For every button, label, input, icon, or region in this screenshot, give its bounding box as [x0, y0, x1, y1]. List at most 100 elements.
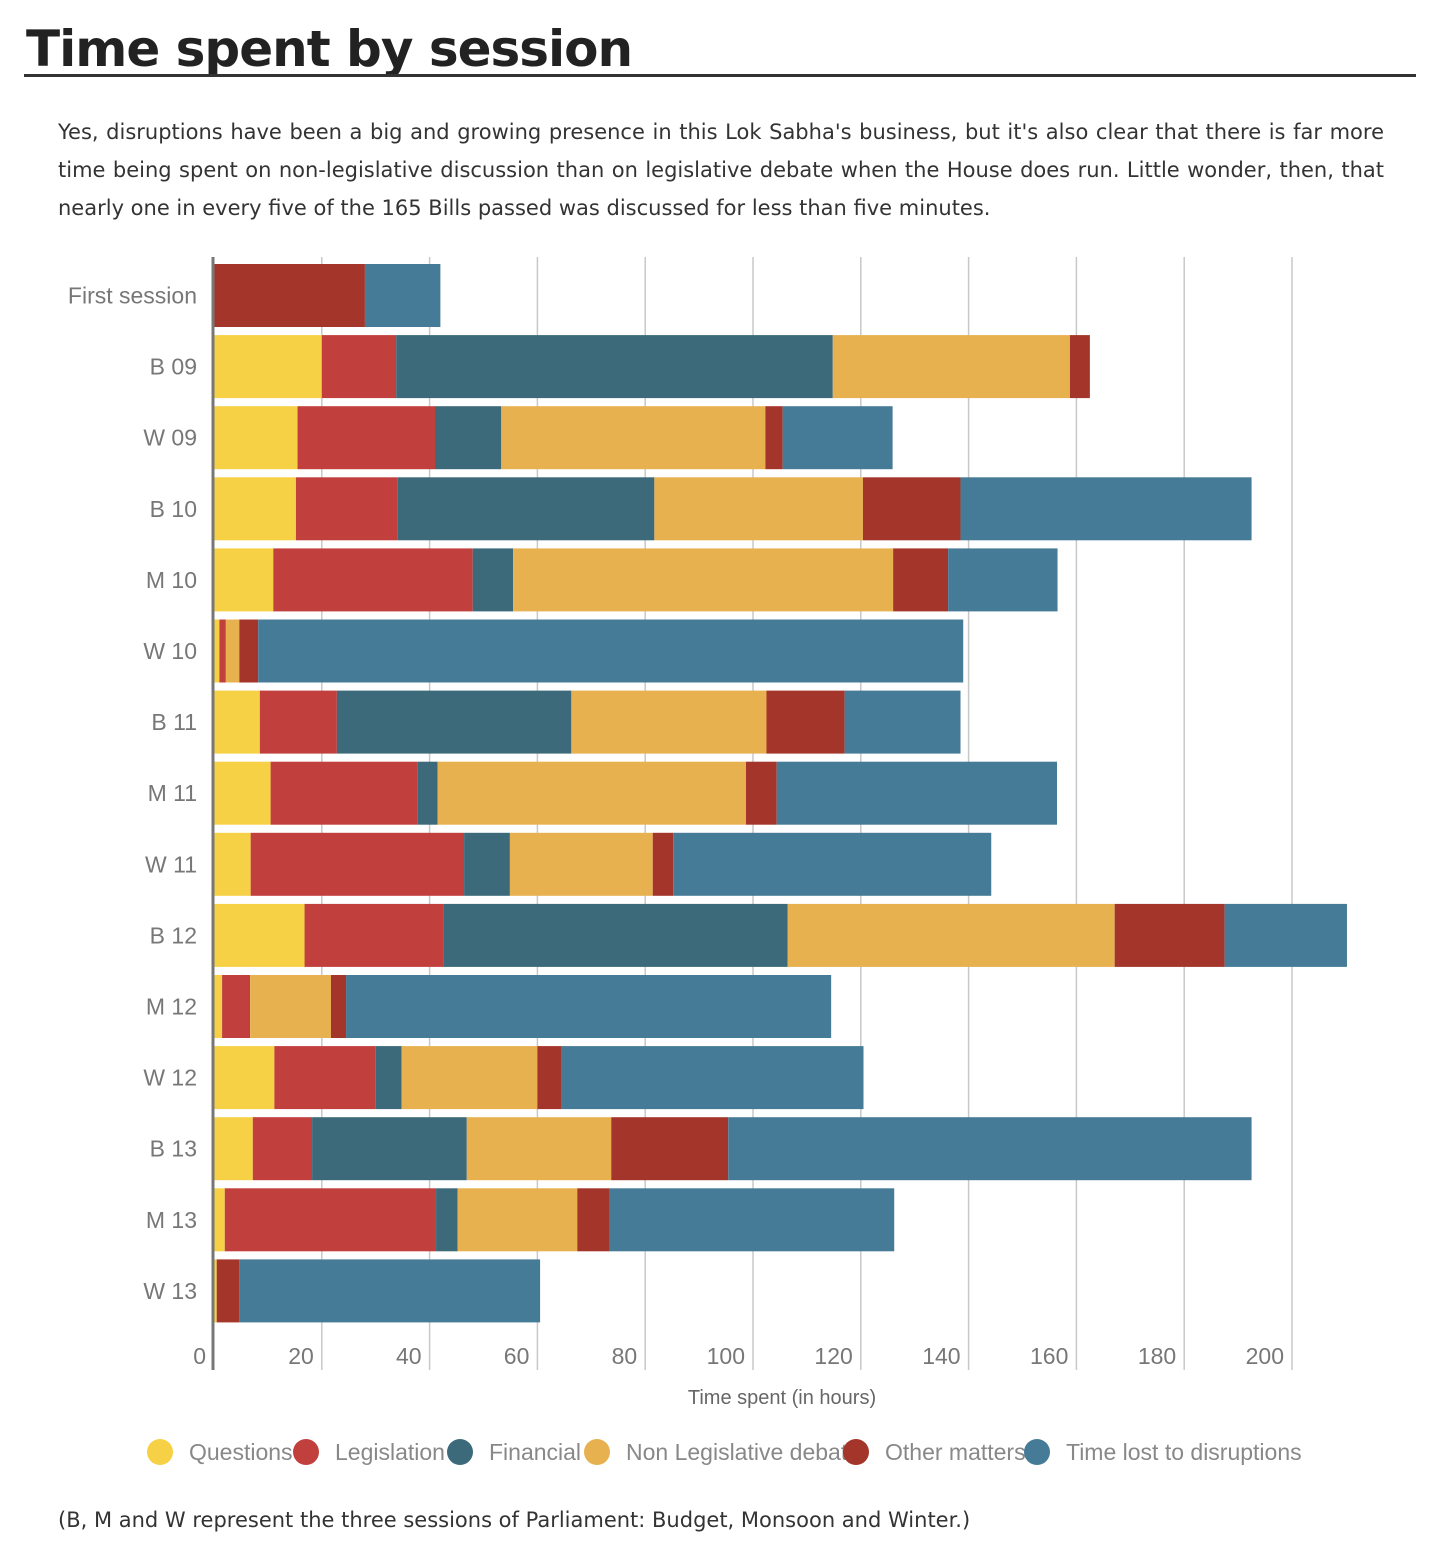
bar-segment	[571, 690, 767, 754]
bar-segment	[214, 1046, 275, 1110]
title-rule	[24, 74, 1416, 77]
bar-segment	[960, 477, 1252, 541]
bar-segment	[1069, 335, 1090, 399]
bar-segment	[501, 406, 766, 470]
x-tick-label: 160	[1030, 1343, 1068, 1369]
bar-segment	[224, 1188, 437, 1252]
bar-segment	[443, 903, 788, 967]
bar-segment	[844, 690, 961, 754]
bar-segment	[832, 335, 1070, 399]
legend-item[interactable]: Time lost to disruptions	[1024, 1439, 1302, 1465]
chart-title: Time spent by session	[26, 20, 633, 78]
x-tick-label: 180	[1138, 1343, 1176, 1369]
legend-item[interactable]: Other matters	[843, 1439, 1026, 1465]
bar-segment	[948, 548, 1058, 612]
y-category-label: B 10	[150, 496, 197, 522]
y-category-label: B 11	[151, 709, 197, 735]
bar-segment	[466, 1117, 612, 1181]
x-tick-label: 100	[707, 1343, 745, 1369]
bar-segment	[214, 619, 220, 683]
legend-label: Other matters	[885, 1439, 1026, 1465]
y-category-label: W 12	[143, 1065, 197, 1091]
bar-segment	[464, 832, 510, 896]
bar-segment	[304, 903, 444, 967]
bar-segment	[417, 761, 438, 825]
bar-segment	[577, 1188, 610, 1252]
y-category-label: W 11	[145, 851, 197, 877]
bar-segment	[776, 761, 1057, 825]
stacked-bar-chart: 0 20 40 60 80 100 120 140 160 180 200 First session…	[68, 257, 1347, 1465]
bar-segment	[312, 1117, 467, 1181]
footnote: (B, M and W represent the three sessions…	[58, 1508, 971, 1532]
bar-segment	[250, 832, 465, 896]
legend-item[interactable]: Questions	[147, 1439, 293, 1465]
y-category-label: M 12	[146, 994, 197, 1020]
bar-segment	[472, 548, 514, 612]
bar-segment	[611, 1117, 729, 1181]
bar-segment	[787, 903, 1115, 967]
legend-swatch	[147, 1439, 173, 1465]
bar-segment	[782, 406, 893, 470]
bar-segment	[436, 1188, 458, 1252]
x-tick-label: 40	[396, 1343, 422, 1369]
bar-segment	[239, 1259, 541, 1323]
bar-segment	[346, 975, 832, 1038]
bar-segment	[214, 975, 223, 1038]
y-category-label: W 10	[143, 638, 197, 664]
bar-segment	[321, 335, 397, 399]
bar-segment	[397, 477, 655, 541]
bar-segment	[214, 690, 260, 754]
bar-segment	[652, 832, 674, 896]
bar-segment	[330, 975, 347, 1038]
bar-segment	[336, 690, 572, 754]
x-tick-label: 140	[922, 1343, 960, 1369]
bar-segment	[214, 1117, 253, 1181]
bar-segment	[214, 761, 271, 825]
bar-segment	[252, 1117, 313, 1181]
bar-segment	[893, 548, 949, 612]
bar-segment	[297, 406, 435, 470]
bar-segment	[862, 477, 961, 541]
bar-segment	[364, 264, 441, 327]
x-tick-label: 20	[288, 1343, 314, 1369]
bar-segment	[214, 903, 305, 967]
bar-segment	[401, 1046, 538, 1110]
legend-item[interactable]: Non Legislative debate	[584, 1439, 860, 1465]
bar-segment	[214, 1188, 225, 1252]
bar-segment	[216, 1259, 240, 1323]
legend-label: Questions	[189, 1439, 293, 1465]
legend-label: Non Legislative debate	[626, 1439, 860, 1465]
bar-segment	[673, 832, 992, 896]
legend-label: Legislation	[335, 1439, 445, 1465]
bar-segment	[239, 619, 259, 683]
bars	[214, 264, 1347, 1323]
bar-segment	[214, 406, 298, 470]
bar-segment	[1224, 903, 1347, 967]
y-category-label: B 12	[150, 922, 197, 948]
bar-segment	[437, 761, 746, 825]
y-category-label: W 09	[143, 425, 197, 451]
y-category-label: B 13	[150, 1136, 197, 1162]
bar-segment	[728, 1117, 1252, 1181]
bar-segment	[375, 1046, 402, 1110]
bar-segment	[561, 1046, 864, 1110]
bar-segment	[509, 832, 653, 896]
bar-segment	[214, 548, 274, 612]
bar-segment	[434, 406, 502, 470]
bar-segment	[214, 335, 322, 399]
bar-segment	[457, 1188, 578, 1252]
x-axis-label: Time spent (in hours)	[688, 1387, 876, 1409]
bar-segment	[609, 1188, 895, 1252]
y-category-label: B 09	[150, 354, 197, 380]
legend-item[interactable]: Financial	[447, 1439, 581, 1465]
legend-item[interactable]: Legislation	[293, 1439, 445, 1465]
bar-segment	[214, 1259, 217, 1323]
bar-segment	[765, 406, 783, 470]
x-tick-label: 120	[814, 1343, 852, 1369]
legend-swatch	[843, 1439, 869, 1465]
bar-segment	[270, 761, 418, 825]
chart-subtitle: Yes, disruptions have been a big and gro…	[58, 120, 1384, 220]
bar-segment	[259, 690, 337, 754]
bar-segment	[513, 548, 894, 612]
x-tick-label: 60	[504, 1343, 530, 1369]
